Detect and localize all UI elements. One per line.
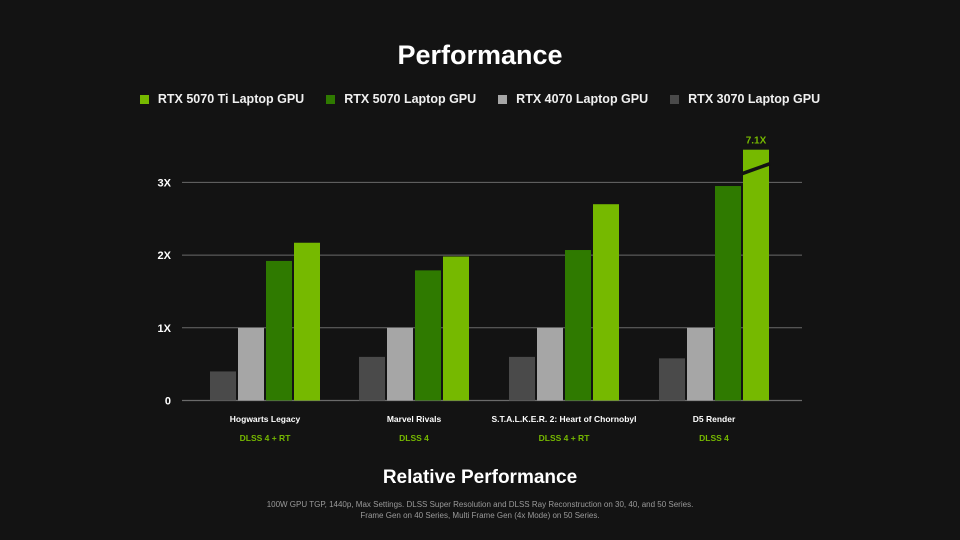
footnote-line-2: Frame Gen on 40 Series, Multi Frame Gen …: [360, 511, 600, 520]
legend-label: RTX 5070 Ti Laptop GPU: [157, 92, 305, 106]
legend-swatch: [670, 94, 680, 104]
bar: [443, 256, 469, 401]
legend-label: RTX 4070 Laptop GPU: [516, 92, 649, 106]
bar-annotation-label: 7.1X: [746, 136, 767, 147]
axis-break-mark: [741, 162, 771, 176]
bar: [687, 327, 713, 401]
footnote-line-1: 100W GPU TGP, 1440p, Max Settings. DLSS …: [266, 500, 694, 509]
bar: [210, 371, 236, 401]
bar: [743, 149, 769, 401]
bar: [238, 327, 264, 401]
x-category-label: D5 Render: [693, 414, 736, 424]
legend-swatch: [498, 94, 508, 104]
legend-item-rtx-5070-laptop-gpu: RTX 5070 Laptop GPU: [326, 92, 476, 106]
bar: [593, 204, 619, 401]
y-tick-label: 1X: [158, 323, 172, 335]
x-category-sublabel: DLSS 4: [399, 433, 429, 443]
x-category-label: Marvel Rivals: [387, 414, 442, 424]
chart-title: Performance: [397, 40, 563, 70]
y-tick-label: 0: [165, 396, 171, 408]
bar: [565, 250, 591, 401]
chart-legend: RTX 5070 Ti Laptop GPU RTX 5070 Laptop GP…: [0, 92, 960, 106]
y-axis-label: Relative Performance: [382, 467, 578, 488]
footnote: 100W GPU TGP, 1440p, Max Settings. DLSS …: [0, 499, 960, 521]
y-tick-label: 2X: [158, 250, 172, 262]
legend-swatch: [139, 94, 149, 104]
y-tick-label: 3X: [158, 177, 172, 189]
bar: [294, 242, 320, 401]
bar: [659, 358, 685, 401]
legend-swatch: [326, 94, 336, 104]
bar: [537, 327, 563, 401]
bar: [415, 270, 441, 401]
legend-label: RTX 5070 Laptop GPU: [344, 92, 477, 106]
bar: [509, 356, 535, 401]
bar: [266, 260, 292, 401]
legend-item-rtx-5070-ti-laptop-gpu: RTX 5070 Ti Laptop GPU: [139, 92, 305, 106]
bar: [387, 327, 413, 401]
bar: [715, 186, 741, 401]
x-category-sublabel: DLSS 4 + RT: [240, 433, 292, 443]
x-category-sublabel: DLSS 4 + RT: [539, 433, 591, 443]
legend-item-rtx-4070-laptop-gpu: RTX 4070 Laptop GPU: [498, 92, 648, 106]
x-category-sublabel: DLSS 4: [699, 433, 729, 443]
x-category-label: Hogwarts Legacy: [230, 414, 301, 424]
x-category-label: S.T.A.L.K.E.R. 2: Heart of Chornobyl: [492, 414, 637, 424]
legend-item-rtx-3070-laptop-gpu: RTX 3070 Laptop GPU: [670, 92, 820, 106]
legend-label: RTX 3070 Laptop GPU: [688, 92, 821, 106]
bar: [359, 356, 385, 401]
